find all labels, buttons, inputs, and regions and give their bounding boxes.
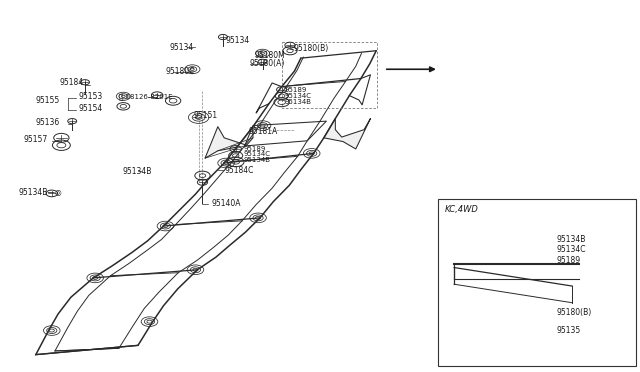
Text: Ⓑ 08126-8201E: Ⓑ 08126-8201E — [119, 93, 172, 100]
Text: 95189: 95189 — [556, 256, 580, 264]
Text: ^950 I0008: ^950 I0008 — [579, 354, 623, 363]
Bar — [438, 199, 636, 366]
Text: 95180(B): 95180(B) — [293, 44, 328, 53]
Text: 95180(B): 95180(B) — [556, 308, 591, 317]
Text: 95140A: 95140A — [211, 199, 241, 208]
Text: 95180M: 95180M — [255, 51, 285, 60]
Text: 95151: 95151 — [193, 111, 218, 120]
Text: 95134B: 95134B — [556, 235, 586, 244]
Polygon shape — [205, 127, 253, 158]
Text: KC,4WD: KC,4WD — [445, 205, 479, 214]
Text: 95134: 95134 — [170, 42, 194, 51]
Text: 95181A: 95181A — [248, 126, 278, 136]
Text: 95134B: 95134B — [243, 157, 270, 163]
Text: 95189: 95189 — [285, 87, 307, 93]
Text: 95189: 95189 — [243, 146, 266, 152]
Text: 95154: 95154 — [79, 104, 103, 113]
Text: 95157: 95157 — [23, 135, 47, 144]
Text: 95184C: 95184C — [224, 166, 253, 175]
Text: 95153: 95153 — [79, 92, 103, 101]
Text: 95135: 95135 — [556, 326, 580, 335]
Text: 95134B—◎: 95134B—◎ — [19, 188, 62, 197]
Text: 95155: 95155 — [36, 96, 60, 105]
Text: 95134C: 95134C — [285, 93, 312, 99]
Text: 95136: 95136 — [36, 119, 60, 128]
Text: 95180C: 95180C — [166, 67, 195, 76]
Text: 95134B: 95134B — [285, 99, 312, 105]
Text: 95134C: 95134C — [243, 151, 270, 157]
Text: 95134: 95134 — [225, 36, 250, 45]
Text: 95134B: 95134B — [122, 167, 152, 176]
Text: 95134C: 95134C — [556, 245, 586, 254]
Text: 95180(A): 95180(A) — [250, 59, 285, 68]
Polygon shape — [324, 119, 371, 149]
Text: 95184: 95184 — [60, 78, 84, 87]
